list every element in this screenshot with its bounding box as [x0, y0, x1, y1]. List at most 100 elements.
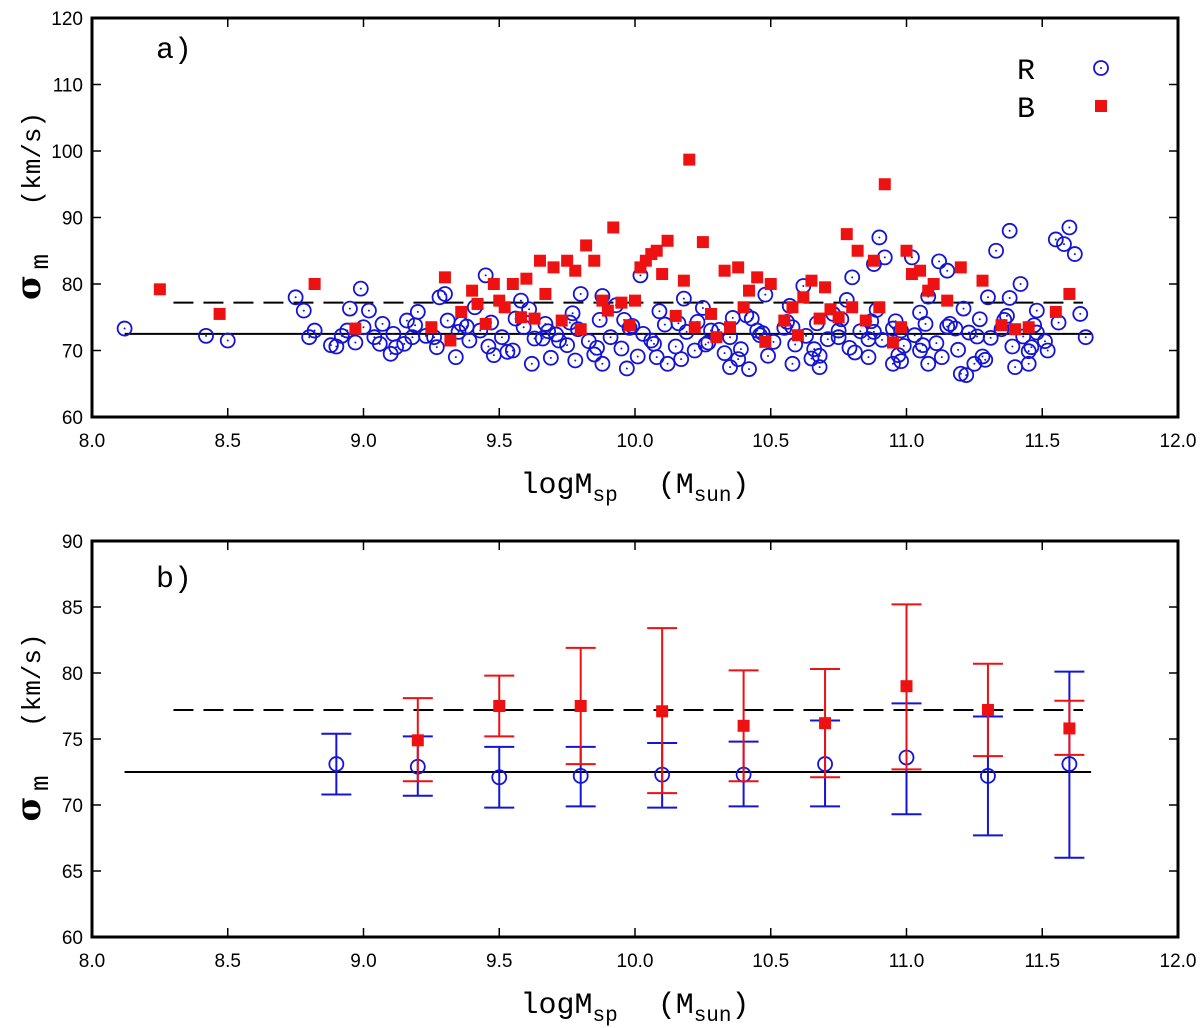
point-R — [847, 344, 863, 361]
point-R — [912, 304, 928, 321]
point-B — [623, 319, 636, 332]
point-B — [574, 323, 587, 336]
x-axis-label-sub: sp — [592, 1005, 617, 1028]
point-dot-R — [731, 316, 734, 319]
point-dot-R — [454, 356, 457, 359]
point-dot-R — [677, 322, 680, 325]
point-R — [931, 253, 947, 270]
point-R — [648, 349, 665, 366]
panel-label: b) — [156, 563, 192, 597]
y-tick-label: 60 — [62, 408, 83, 429]
point-dot-R — [362, 326, 365, 329]
point-R — [618, 360, 635, 377]
point-R — [760, 347, 776, 364]
point-dot-R — [818, 354, 821, 357]
point-dot-R — [837, 329, 840, 332]
point-R — [409, 304, 426, 320]
point-B — [455, 305, 468, 318]
point-dot-R — [348, 307, 351, 310]
point-dot-R — [745, 314, 748, 317]
point-R — [589, 339, 605, 356]
point-dot-R — [851, 276, 854, 279]
point-B — [819, 281, 832, 294]
y-tick-label: 70 — [62, 796, 83, 817]
x-axis-label-unit-sub: sun — [694, 485, 732, 508]
point-B — [683, 153, 696, 166]
x-tick-label: 9.5 — [486, 951, 512, 972]
point-R — [1012, 276, 1029, 292]
x-axis-label-sub: sp — [592, 485, 617, 508]
point-B — [669, 309, 682, 322]
point-B — [1063, 287, 1076, 300]
point-B — [466, 284, 479, 297]
legend-label-B: B — [1017, 93, 1035, 127]
point-R — [1039, 342, 1056, 359]
point-dot-R — [1046, 349, 1049, 352]
point-B — [914, 264, 927, 277]
point-dot-R — [845, 298, 848, 301]
y-tick-label: 65 — [62, 862, 83, 883]
point-B — [995, 319, 1008, 332]
point-R — [803, 350, 820, 367]
point-B — [778, 314, 791, 327]
point-dot-R — [595, 346, 598, 349]
point-dot-R — [1005, 314, 1008, 317]
point-dot-R — [693, 349, 696, 352]
point-dot-R — [794, 343, 797, 346]
point-B — [569, 264, 582, 277]
point-B — [580, 239, 593, 252]
point-dot-R — [500, 336, 503, 339]
point-dot-R — [479, 329, 482, 332]
x-axis-label-unit-close: ) — [732, 989, 750, 1023]
point-B — [425, 321, 438, 334]
point-dot-R — [528, 308, 531, 311]
legend-marker-dot-R — [1100, 67, 1102, 69]
point-dot-R — [967, 331, 970, 334]
point-B — [153, 283, 166, 296]
point-B — [308, 278, 321, 290]
y-tick-label: 110 — [53, 76, 83, 97]
point-R — [651, 303, 668, 320]
point-dot-R — [758, 334, 761, 337]
point-dot-R — [601, 362, 604, 365]
x-tick-label: 9.0 — [350, 431, 376, 452]
x-tick-label: 11.0 — [889, 431, 925, 452]
point-B — [677, 274, 690, 287]
point-R — [1023, 339, 1040, 356]
point-dot-R — [568, 321, 571, 324]
point-dot-R — [867, 356, 870, 359]
point-dot-R — [881, 338, 884, 341]
point-B — [737, 719, 750, 732]
point-R — [399, 312, 415, 329]
x-tick-label: 8.0 — [79, 951, 105, 972]
point-dot-R — [1027, 362, 1030, 365]
y-tick-label: 90 — [62, 532, 83, 553]
point-R — [564, 305, 581, 322]
point-B — [1022, 321, 1035, 334]
point-B — [886, 336, 899, 349]
point-R — [586, 346, 603, 363]
x-tick-label: 8.5 — [215, 951, 241, 972]
point-R — [542, 349, 559, 366]
point-dot-R — [704, 343, 707, 346]
point-B — [487, 278, 500, 290]
y-axis-label-unit: (km/s) — [18, 112, 48, 206]
point-R — [447, 349, 464, 366]
point-dot-R — [506, 350, 509, 353]
y-axis-label-symbol: σ — [9, 275, 49, 300]
legend-marker-B — [1095, 100, 1107, 112]
point-dot-R — [354, 341, 357, 344]
point-dot-R — [685, 330, 688, 333]
point-B — [976, 274, 989, 287]
point-B — [819, 717, 832, 730]
point-dot-R — [620, 347, 623, 350]
point-R — [866, 323, 882, 340]
point-dot-R — [853, 351, 856, 354]
point-B — [851, 244, 864, 257]
point-dot-R — [772, 340, 775, 343]
point-dot-R — [205, 334, 208, 337]
point-dot-R — [555, 333, 558, 336]
point-dot-R — [666, 362, 669, 365]
point-R — [382, 345, 399, 362]
point-dot-R — [123, 327, 126, 330]
